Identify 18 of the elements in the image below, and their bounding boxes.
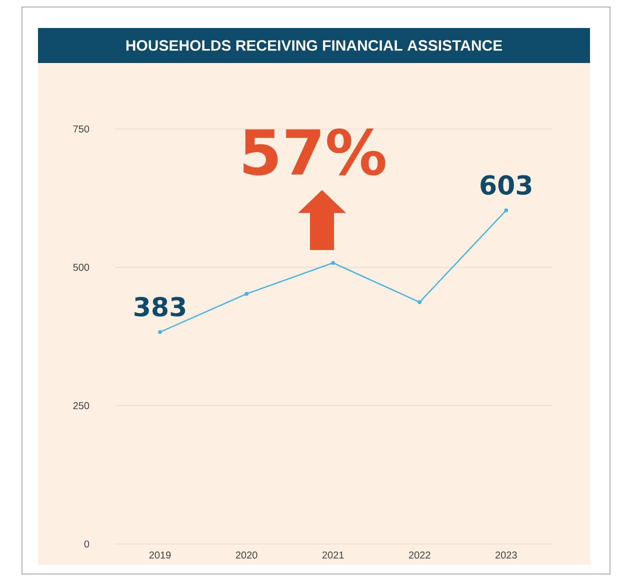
chart-title: HOUSEHOLDS RECEIVING FINANCIAL ASSISTANCE (126, 40, 502, 51)
x-tick-label: 2019 (149, 552, 171, 559)
y-tick-label: 750 (73, 125, 90, 133)
point (244, 292, 248, 296)
point (504, 208, 508, 212)
y-tick-label: 500 (73, 264, 90, 271)
y-tick-label: 250 (73, 402, 90, 410)
point (418, 300, 422, 304)
x-tick-label: 2023 (496, 552, 517, 559)
y-tick-label: 0 (84, 540, 90, 548)
point (331, 260, 336, 265)
data-label: 603 (480, 175, 532, 195)
annotation: 57% (244, 128, 386, 176)
point (158, 330, 162, 334)
x-tick-label: 2020 (236, 552, 258, 559)
x-tick-label: 2022 (408, 552, 430, 559)
data-label: 383 (134, 296, 186, 317)
x-tick-label: 2021 (322, 552, 344, 559)
